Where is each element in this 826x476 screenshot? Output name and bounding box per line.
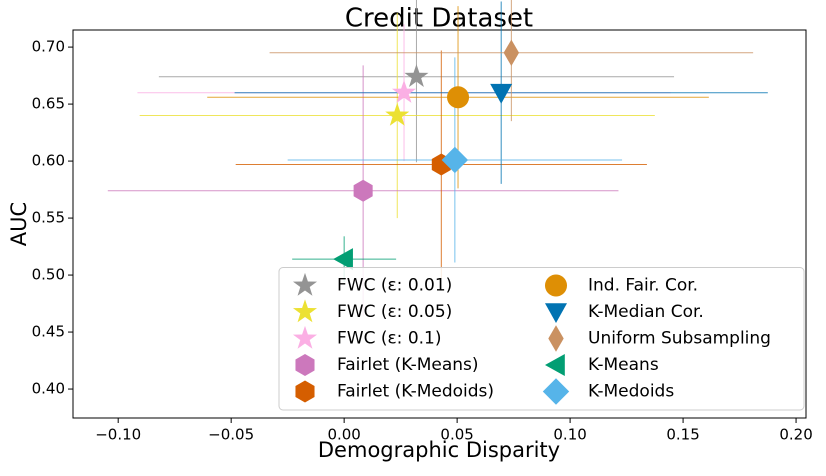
y-tick-label: 0.65: [32, 95, 65, 113]
legend-label: K-Means: [588, 355, 659, 375]
legend-marker: [292, 299, 318, 323]
point: [490, 83, 513, 104]
legend-label: K-Medoids: [588, 382, 674, 402]
y-tick-label: 0.60: [32, 152, 65, 170]
point: [503, 39, 520, 66]
point: [385, 102, 410, 126]
legend-marker: [545, 274, 567, 297]
point: [353, 179, 373, 202]
legend-label: Uniform Subsampling: [588, 329, 771, 349]
legend-marker: [545, 303, 567, 323]
y-axis-label: AUC: [7, 202, 31, 246]
y-tick-label: 0.45: [32, 323, 65, 341]
legend-label: FWC (ε: 0.1): [337, 329, 441, 349]
legend-label: Fairlet (K-Means): [337, 355, 479, 375]
y-tick-label: 0.40: [32, 380, 65, 398]
x-tick-label: 0.05: [440, 426, 473, 444]
x-tick-label: 0.00: [327, 426, 360, 444]
x-tick-label: 0.10: [553, 426, 586, 444]
legend-marker: [545, 354, 565, 376]
point: [333, 248, 353, 271]
legend-marker: [548, 325, 564, 352]
legend-marker: [292, 325, 318, 349]
x-tick-label: 0.20: [779, 426, 812, 444]
y-tick-label: 0.70: [32, 38, 65, 56]
legend-marker: [295, 354, 315, 376]
legend-label: FWC (ε: 0.05): [337, 302, 452, 322]
y-tick-label: 0.50: [32, 266, 65, 284]
legend-label: FWC (ε: 0.01): [337, 276, 452, 296]
y-tick-label: 0.55: [32, 209, 65, 227]
plot-frame: [72, 29, 807, 419]
point: [441, 146, 469, 174]
legend-marker: [295, 380, 315, 403]
point: [391, 80, 417, 103]
point: [404, 64, 429, 87]
x-tick-label: −0.10: [95, 426, 141, 444]
legend-label: Ind. Fair. Cor.: [588, 276, 698, 296]
legend-box: [278, 267, 805, 411]
point: [447, 86, 470, 109]
x-tick-label: 0.15: [666, 426, 699, 444]
legend-marker: [542, 378, 570, 405]
x-tick-label: −0.05: [208, 426, 254, 444]
legend-label: Fairlet (K-Medoids): [337, 382, 494, 402]
x-axis-label: Demographic Disparity: [318, 438, 560, 462]
legend-marker: [292, 272, 318, 296]
chart-title: Credit Dataset: [345, 4, 533, 34]
legend-label: K-Median Cor.: [588, 302, 704, 322]
